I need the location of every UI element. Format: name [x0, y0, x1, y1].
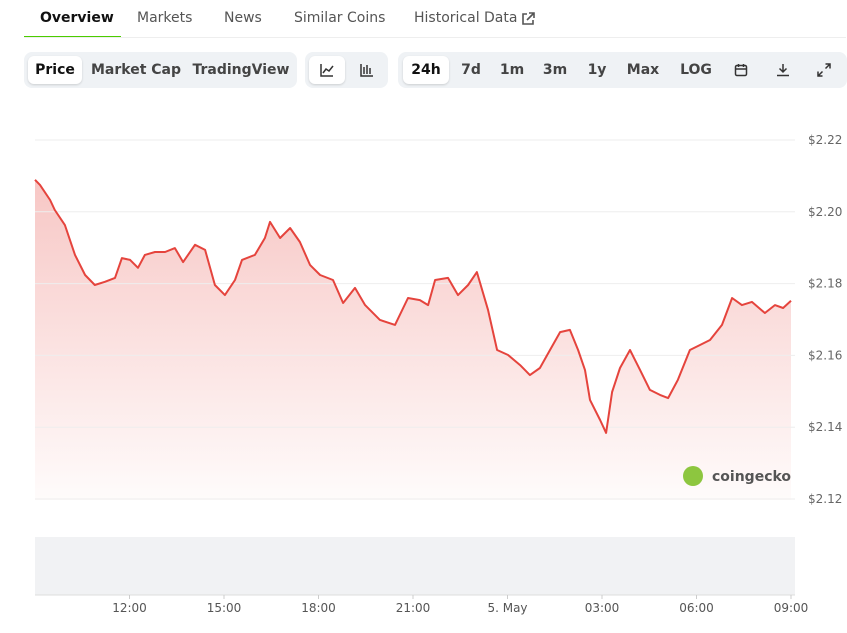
y-tick-label: $2.20	[808, 205, 842, 219]
calendar-icon[interactable]	[734, 63, 748, 77]
range-button[interactable]: LOG	[680, 62, 712, 78]
volume-band	[35, 537, 795, 595]
line-chart-button[interactable]	[309, 56, 345, 84]
tab[interactable]: Markets	[137, 10, 193, 26]
view-button[interactable]: TradingView	[192, 62, 290, 78]
view-button[interactable]: Market Cap	[90, 62, 182, 78]
range-button[interactable]: Max	[626, 62, 660, 78]
range-button[interactable]: 3m	[542, 62, 568, 78]
y-tick-label: $2.16	[808, 348, 842, 362]
download-icon[interactable]	[776, 63, 790, 77]
x-tick-label: 5. May	[487, 601, 527, 615]
view-button[interactable]: Price	[28, 56, 82, 84]
candle-icon	[360, 64, 373, 77]
view-group: Price Market Cap TradingView	[24, 52, 297, 88]
watermark: coingecko	[712, 469, 791, 485]
x-tick-label: 21:00	[396, 601, 431, 615]
y-tick-label: $2.18	[808, 277, 842, 291]
x-tick-label: 09:00	[774, 601, 809, 615]
x-tick-label: 18:00	[301, 601, 336, 615]
external-link-icon	[522, 12, 535, 25]
y-tick-label: $2.12	[808, 492, 842, 506]
y-tick-label: $2.14	[808, 420, 842, 434]
y-tick-label: $2.22	[808, 133, 842, 147]
area	[35, 179, 791, 501]
x-tick-label: 15:00	[207, 601, 242, 615]
range-button[interactable]: 1m	[499, 62, 525, 78]
tab[interactable]: News	[224, 10, 262, 26]
price-line	[34, 179, 792, 434]
line-icon	[320, 64, 334, 77]
tab[interactable]: Historical Data	[414, 10, 518, 26]
x-tick-label: 03:00	[585, 601, 620, 615]
chart-type-group	[305, 52, 388, 88]
watermark-logo	[683, 466, 703, 486]
range-button[interactable]: 24h	[403, 56, 449, 84]
x-tick-label: 12:00	[112, 601, 147, 615]
range-button[interactable]: 7d	[461, 62, 481, 78]
tab[interactable]: Overview	[40, 10, 114, 26]
tab[interactable]: Similar Coins	[294, 10, 386, 26]
tab-divider	[24, 37, 846, 38]
range-group: 24h 7d 1m 3m 1y Max LOG	[398, 52, 847, 88]
fullscreen-icon[interactable]	[817, 63, 831, 77]
range-button[interactable]: 1y	[587, 62, 607, 78]
candle-chart-button[interactable]	[349, 56, 385, 84]
x-tick-label: 06:00	[679, 601, 714, 615]
